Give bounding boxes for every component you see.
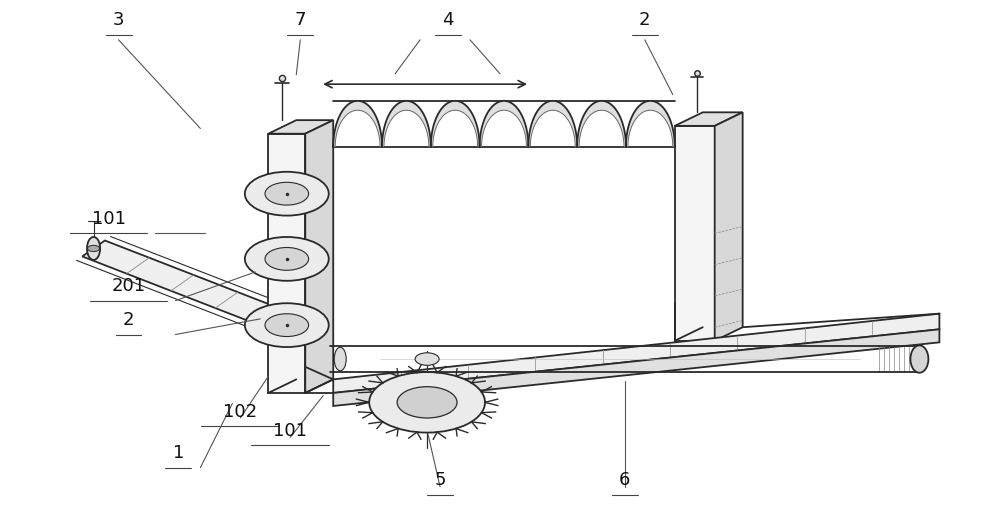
Ellipse shape (87, 237, 100, 260)
Text: 4: 4 (442, 12, 454, 29)
Circle shape (245, 303, 329, 347)
Circle shape (415, 353, 439, 365)
Ellipse shape (910, 345, 928, 373)
Polygon shape (333, 314, 939, 393)
Circle shape (88, 245, 100, 252)
Ellipse shape (334, 347, 346, 371)
Polygon shape (480, 101, 528, 147)
Text: 2: 2 (639, 12, 651, 29)
Circle shape (245, 172, 329, 215)
Text: 201: 201 (111, 277, 146, 295)
Polygon shape (715, 112, 743, 341)
Circle shape (265, 247, 309, 270)
Polygon shape (528, 101, 577, 147)
Text: 2: 2 (123, 311, 134, 329)
Text: 3: 3 (113, 12, 124, 29)
Text: 7: 7 (295, 12, 306, 29)
Polygon shape (577, 101, 626, 147)
Polygon shape (675, 126, 715, 341)
Polygon shape (626, 101, 675, 147)
Polygon shape (268, 120, 333, 134)
Circle shape (369, 372, 485, 433)
Polygon shape (333, 329, 939, 406)
Polygon shape (333, 101, 382, 147)
Polygon shape (382, 101, 431, 147)
Text: 1: 1 (173, 445, 184, 462)
Circle shape (265, 183, 309, 205)
Text: 6: 6 (619, 471, 631, 490)
Polygon shape (82, 241, 327, 343)
Circle shape (397, 386, 457, 418)
Text: 102: 102 (223, 403, 257, 420)
Polygon shape (431, 101, 480, 147)
Polygon shape (675, 112, 743, 126)
Text: 101: 101 (273, 422, 307, 440)
Polygon shape (268, 134, 305, 393)
Text: 101: 101 (92, 210, 126, 228)
Text: 5: 5 (434, 471, 446, 490)
Circle shape (245, 237, 329, 281)
Polygon shape (305, 120, 333, 393)
Circle shape (265, 314, 309, 336)
